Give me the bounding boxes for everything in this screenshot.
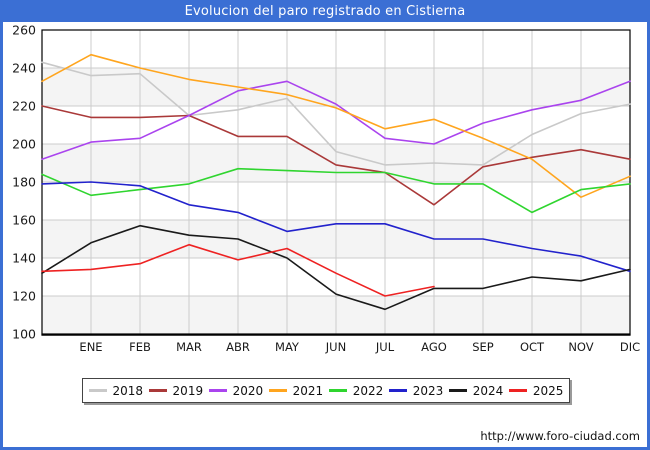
x-tick-label: MAY xyxy=(275,340,300,354)
series-line-2019 xyxy=(41,105,631,206)
series-line-2025 xyxy=(41,243,435,297)
x-tick-label: SEP xyxy=(472,340,494,354)
legend-label-2021: 2021 xyxy=(292,383,324,398)
legend-label-2024: 2024 xyxy=(472,383,504,398)
y-tick-label: 180 xyxy=(12,175,36,190)
legend-swatch-2020 xyxy=(208,389,227,392)
legend-swatch-2024 xyxy=(448,389,467,392)
y-tick-label: 240 xyxy=(12,61,36,76)
series-line-2022 xyxy=(41,167,631,214)
y-tick-label: 160 xyxy=(12,213,36,228)
x-tick-label: MAR xyxy=(176,340,202,354)
y-tick-label: 120 xyxy=(12,289,36,304)
y-tick-label: 220 xyxy=(12,99,36,114)
legend-swatch-2019 xyxy=(148,389,167,392)
legend-item-2021: 2021 xyxy=(268,383,324,398)
legend-swatch-2025 xyxy=(508,389,527,392)
series-line-2020 xyxy=(41,80,631,160)
series-line-2024 xyxy=(41,224,631,311)
x-tick-label: AGO xyxy=(421,340,447,354)
legend-label-2019: 2019 xyxy=(172,383,204,398)
footer: http://www.foro-ciudad.com xyxy=(480,425,640,444)
chart-title: Evolucion del paro registrado en Cistier… xyxy=(184,3,466,19)
legend-swatch-2023 xyxy=(388,389,407,392)
y-tick-label: 260 xyxy=(12,23,36,38)
legend-label-2022: 2022 xyxy=(352,383,384,398)
x-tick-label: JUN xyxy=(325,340,346,354)
y-tick-label: 140 xyxy=(12,251,36,266)
series-line-2018 xyxy=(41,61,631,166)
legend-item-2024: 2024 xyxy=(448,383,504,398)
y-tick-label: 200 xyxy=(12,137,36,152)
legend-item-2020: 2020 xyxy=(208,383,264,398)
x-tick-label: JUL xyxy=(375,340,395,354)
title-bar: Evolucion del paro registrado en Cistier… xyxy=(0,0,650,22)
legend-swatch-2021 xyxy=(268,389,287,392)
footer-url[interactable]: http://www.foro-ciudad.com xyxy=(480,429,640,443)
chart-area: 100 120 140 160 180 200 220 240 260 ENE FEB MAR ABR M… xyxy=(3,22,647,447)
legend-label-2020: 2020 xyxy=(232,383,264,398)
x-tick-label: ENE xyxy=(79,340,102,354)
legend-label-2023: 2023 xyxy=(412,383,444,398)
legend-swatch-2018 xyxy=(88,389,107,392)
y-tick-label: 100 xyxy=(12,327,36,342)
x-tick-label: FEB xyxy=(129,340,151,354)
x-tick-label: NOV xyxy=(568,340,593,354)
series-line-2021 xyxy=(41,53,631,198)
series-line-2023 xyxy=(41,181,631,273)
x-tick-label: OCT xyxy=(520,340,545,354)
chart-legend: 2018 2019 2020 2021 2022 2023 2024 2025 xyxy=(82,378,570,403)
legend-label-2025: 2025 xyxy=(532,383,564,398)
legend-item-2023: 2023 xyxy=(388,383,444,398)
line-chart: 100 120 140 160 180 200 220 240 260 ENE FEB MAR ABR M… xyxy=(12,23,640,355)
x-tick-label: ABR xyxy=(226,340,250,354)
legend-item-2019: 2019 xyxy=(148,383,204,398)
legend-swatch-2022 xyxy=(328,389,347,392)
legend-label-2018: 2018 xyxy=(112,383,144,398)
legend-item-2022: 2022 xyxy=(328,383,384,398)
legend-item-2025: 2025 xyxy=(508,383,564,398)
x-tick-label: DIC xyxy=(620,340,640,354)
legend-item-2018: 2018 xyxy=(88,383,144,398)
